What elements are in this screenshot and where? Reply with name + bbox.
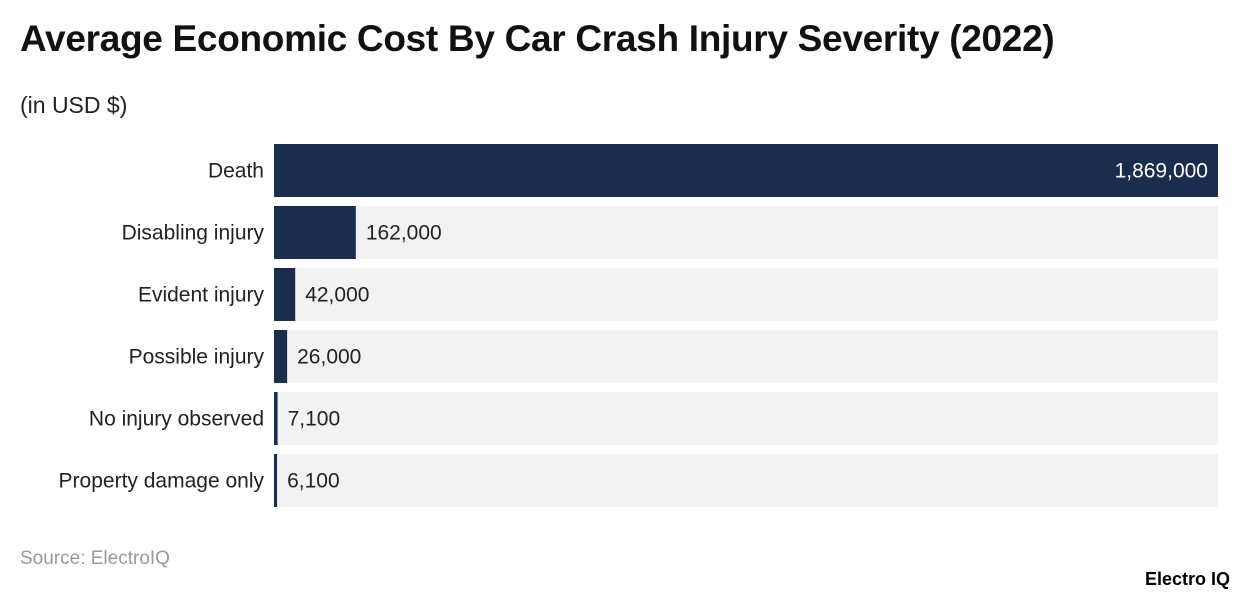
value-label: 7,100 <box>288 408 341 431</box>
bar <box>274 392 278 445</box>
value-label: 162,000 <box>366 222 442 245</box>
bar <box>274 268 296 321</box>
category-label: Property damage only <box>59 470 265 493</box>
bar-track <box>274 454 1218 507</box>
category-label: Possible injury <box>129 346 265 369</box>
category-label: Evident injury <box>138 284 265 307</box>
category-label: Death <box>208 160 264 183</box>
bar-track <box>274 330 1218 383</box>
category-label: No injury observed <box>89 408 264 431</box>
source-note: Source: ElectroIQ <box>20 548 170 569</box>
bar <box>274 454 278 507</box>
chart-subtitle: (in USD $) <box>20 92 128 118</box>
bar-track <box>274 206 1218 259</box>
chart-title: Average Economic Cost By Car Crash Injur… <box>20 18 1055 59</box>
value-label: 42,000 <box>305 284 369 307</box>
value-label: 26,000 <box>297 346 361 369</box>
bar <box>274 206 356 259</box>
bar-track <box>274 392 1218 445</box>
value-label: 6,100 <box>287 470 340 493</box>
value-label: 1,869,000 <box>1115 160 1208 183</box>
bar-track <box>274 268 1218 321</box>
brand-logo: Electro IQ <box>1144 569 1230 589</box>
bar <box>274 144 1218 197</box>
category-label: Disabling injury <box>122 222 265 245</box>
bar <box>274 330 288 383</box>
